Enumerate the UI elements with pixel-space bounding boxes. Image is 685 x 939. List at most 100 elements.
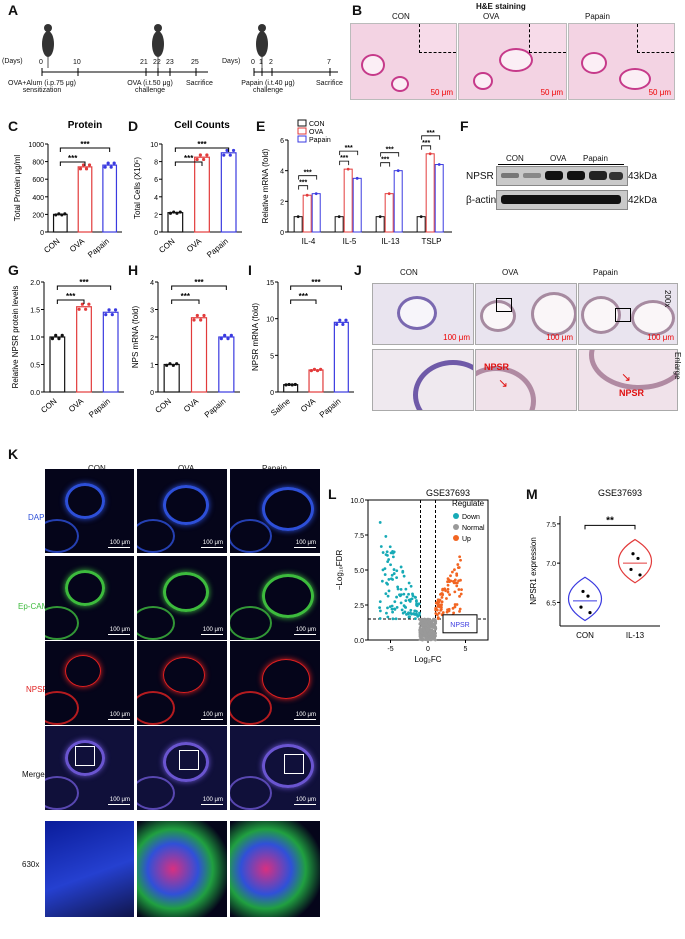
x-tick-label: Papain <box>205 237 230 258</box>
y-axis-label: Total Cells (X10⁵) <box>133 157 142 219</box>
data-point-down <box>402 574 406 578</box>
bar <box>334 216 344 233</box>
legend-label: Up <box>462 536 471 543</box>
bar <box>163 363 180 393</box>
bar <box>425 153 435 233</box>
sig-bracket <box>421 145 432 150</box>
x-tick-label: IL-13 <box>626 631 645 640</box>
data-point-up <box>445 597 448 600</box>
ihc-label-ova: OVA <box>502 268 519 277</box>
data-point <box>419 215 423 219</box>
day-tick: 1 <box>259 59 263 66</box>
chart-h: 0 1 2 3 4 NPS mRNA (fold) CON OVA Papain ****** <box>131 278 240 420</box>
x-tick-label: OVA <box>67 396 86 414</box>
panel-f-blot: CON OVA Papain NPSR β-actin 43kDa 42kDa <box>466 140 682 230</box>
bar <box>416 216 426 233</box>
step-caption: Sacrifice <box>316 80 343 87</box>
fl-image-npsr-ova: 100 μm <box>137 641 227 725</box>
blot-row-npsr: NPSR <box>466 171 494 182</box>
bar <box>384 193 394 233</box>
day-tick: 10 <box>73 59 81 66</box>
data-point-down <box>401 611 405 615</box>
scale-bar-label: 100 μm <box>295 797 316 803</box>
data-point <box>314 192 318 196</box>
data-point-up <box>452 611 456 615</box>
data-point <box>225 148 229 153</box>
fl-image-630x-ova <box>137 821 227 917</box>
data-point-up <box>453 603 457 606</box>
y-tick-label: 10.0 <box>350 498 364 505</box>
x-tick-label: OVA <box>185 236 204 254</box>
ihc-label-con: CON <box>400 268 418 277</box>
data-point-down <box>409 584 413 588</box>
data-point-down <box>380 579 384 583</box>
data-point-normal <box>420 631 424 635</box>
x-tick-label: CON <box>42 236 62 254</box>
data-point <box>338 318 342 322</box>
data-point-down <box>383 567 387 571</box>
bar <box>308 369 324 393</box>
panel-letter-c: C <box>8 118 19 134</box>
y-tick-label: 200 <box>32 212 44 219</box>
data-point-down <box>398 594 402 598</box>
data-point <box>168 211 173 215</box>
y-tick-label: 0.0 <box>30 390 40 397</box>
data-point <box>81 163 86 167</box>
data-point-normal <box>418 638 422 641</box>
data-point-down <box>385 581 388 585</box>
data-point <box>309 369 313 373</box>
data-point <box>106 161 110 165</box>
y-tick-label: 7.0 <box>546 561 556 568</box>
y-tick-label: 5 <box>270 353 274 360</box>
bar <box>434 164 444 233</box>
data-point <box>396 169 400 173</box>
data-point-up <box>459 578 462 582</box>
sig-label: *** <box>181 292 191 301</box>
data-point-up <box>453 590 457 594</box>
x-tick-label: Saline <box>269 396 292 418</box>
y-tick-label: 0 <box>40 230 44 237</box>
panel-letter-f: F <box>460 118 469 134</box>
data-point-up <box>455 603 459 606</box>
panel-letter-j: J <box>354 262 362 278</box>
data-point-up <box>460 588 463 591</box>
data-point-up <box>440 595 444 599</box>
bar <box>102 311 119 393</box>
fl-row-630x: 630x <box>22 860 40 869</box>
day-tick: 22 <box>153 59 161 66</box>
sig-bracket <box>584 524 636 530</box>
chart-i: 0 5 10 15 NPSR mRNA (fold) Saline OVA Papain ***… <box>251 278 354 420</box>
day-tick: 7 <box>327 59 331 66</box>
data-point-down <box>381 551 385 554</box>
ihc-200x-con: 100 μm <box>372 283 474 345</box>
data-point <box>228 153 232 157</box>
data-point-down <box>413 617 417 621</box>
data-point-down <box>387 589 391 593</box>
y-axis-label: −Log₁₀FDR <box>335 550 344 591</box>
data-point <box>175 362 179 366</box>
y-tick-label: 800 <box>32 160 44 167</box>
panel-letter-k: K <box>8 446 19 462</box>
panel-letter-m: M <box>526 486 538 502</box>
y-tick-label: 2.0 <box>30 280 40 287</box>
ihc-enlarge-ova: NPSR ↘ <box>475 349 577 411</box>
he-image-ova: 50 μm <box>458 23 567 100</box>
data-point <box>107 308 111 312</box>
y-tick-label: 7.5 <box>354 533 364 540</box>
data-point-down <box>393 600 397 604</box>
data-point-up <box>440 600 444 604</box>
day-tick: 25 <box>191 59 199 66</box>
sig-bracket <box>59 161 86 166</box>
data-point-normal <box>434 619 438 623</box>
data-point <box>172 210 176 214</box>
sig-label: *** <box>345 145 353 152</box>
bar <box>220 152 237 233</box>
data-point-normal <box>423 619 427 623</box>
x-tick-label: -5 <box>387 646 393 653</box>
data-point-up <box>449 579 453 583</box>
data-point-normal <box>434 638 437 642</box>
chart-e: 0 2 4 6 Relative mRNA (fold) IL-4 *** *** IL-5 **… <box>261 119 452 246</box>
sig-label: *** <box>66 292 76 301</box>
data-point-normal <box>418 618 422 621</box>
data-point <box>103 165 107 169</box>
